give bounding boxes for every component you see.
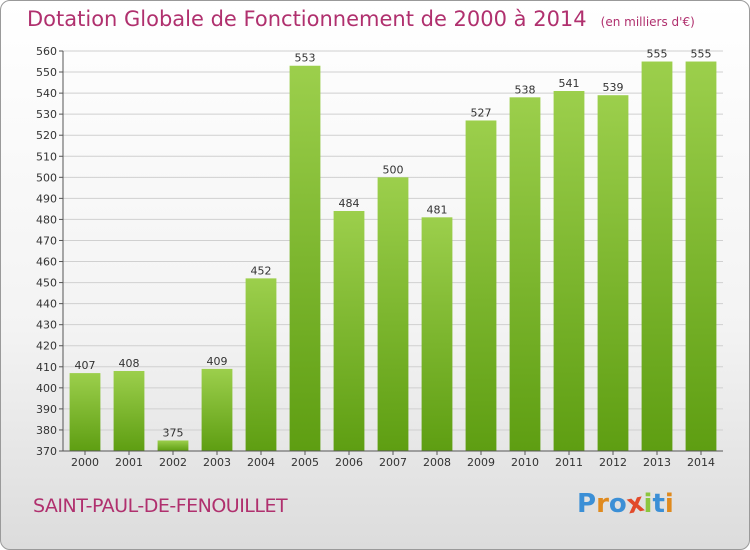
x-tick-label: 2009 <box>467 456 495 469</box>
data-label: 527 <box>471 106 492 119</box>
chart-subtitle: (en milliers d'€) <box>600 15 695 29</box>
logo-letter: r <box>596 489 609 519</box>
x-tick-label: 2006 <box>335 456 363 469</box>
x-tick-label: 2007 <box>379 456 407 469</box>
data-label: 407 <box>75 359 96 372</box>
x-tick-label: 2012 <box>599 456 627 469</box>
chart-title: Dotation Globale de Fonctionnement de 20… <box>27 7 695 31</box>
x-tick-label: 2010 <box>511 456 539 469</box>
y-tick-label: 410 <box>36 361 57 374</box>
x-tick-label: 2011 <box>555 456 583 469</box>
data-label: 500 <box>383 163 404 176</box>
y-tick-label: 430 <box>36 319 57 332</box>
y-tick-label: 420 <box>36 340 57 353</box>
data-label: 409 <box>207 355 228 368</box>
x-tick-label: 2014 <box>687 456 715 469</box>
data-label: 375 <box>163 426 184 439</box>
bar-2011 <box>553 91 585 451</box>
x-tick-label: 2013 <box>643 456 671 469</box>
y-tick-label: 490 <box>36 192 57 205</box>
bar-2014 <box>685 61 717 452</box>
bar-2000 <box>69 373 101 451</box>
y-tick-label: 470 <box>36 234 57 247</box>
y-tick-label: 390 <box>36 403 57 416</box>
x-tick-label: 2000 <box>71 456 99 469</box>
x-tick-label: 2002 <box>159 456 187 469</box>
y-tick-label: 520 <box>36 129 57 142</box>
data-label: 452 <box>251 264 272 277</box>
x-tick-label: 2001 <box>115 456 143 469</box>
y-axis-ticks: 370 380 390 400 410 420 430 440 450 460 470 480 490 5… <box>36 45 63 458</box>
axes <box>62 51 723 452</box>
y-tick-label: 460 <box>36 256 57 269</box>
logo-letter: i <box>664 489 674 519</box>
x-tick-label: 2004 <box>247 456 275 469</box>
y-tick-label: 380 <box>36 424 57 437</box>
bar-2013 <box>641 61 673 452</box>
logo-letter: P <box>577 489 597 519</box>
commune-name: SAINT-PAUL-DE-FENOUILLET <box>33 495 288 517</box>
data-label: 555 <box>691 48 712 61</box>
data-label: 484 <box>339 197 360 210</box>
data-label: 538 <box>515 83 536 96</box>
data-label: 408 <box>119 357 140 370</box>
y-tick-label: 480 <box>36 213 57 226</box>
bar-2008 <box>421 217 453 451</box>
bar-2009 <box>465 120 497 451</box>
data-label: 555 <box>647 48 668 61</box>
bar-2007 <box>377 177 409 451</box>
data-labels: 407 408 375 409 452 553 484 500 481 527 538 541 539 5… <box>75 48 712 440</box>
y-tick-label: 510 <box>36 150 57 163</box>
y-tick-label: 500 <box>36 171 57 184</box>
bar-2003 <box>201 368 233 451</box>
x-tick-label: 2005 <box>291 456 319 469</box>
proxiti-logo[interactable]: Proxiti <box>577 488 674 521</box>
bar-2006 <box>333 211 365 451</box>
data-label: 541 <box>559 77 580 90</box>
logo-letter: i <box>643 489 653 519</box>
y-tick-label: 550 <box>36 66 57 79</box>
y-tick-label: 400 <box>36 382 57 395</box>
data-label: 539 <box>603 81 624 94</box>
chart-title-text: Dotation Globale de Fonctionnement de 20… <box>27 7 587 31</box>
bar-2001 <box>113 371 145 451</box>
bar-2010 <box>509 97 541 451</box>
logo-letter: t <box>652 489 665 519</box>
bar-2004 <box>245 278 277 451</box>
bars <box>69 61 717 452</box>
bar-2005 <box>289 65 321 451</box>
data-label: 481 <box>427 203 448 216</box>
y-tick-label: 440 <box>36 298 57 311</box>
bar-2012 <box>597 95 629 452</box>
y-tick-label: 540 <box>36 87 57 100</box>
y-tick-label: 530 <box>36 108 57 121</box>
x-tick-label: 2003 <box>203 456 231 469</box>
data-label: 553 <box>295 52 316 65</box>
bar-2002 <box>157 440 189 451</box>
x-tick-label: 2008 <box>423 456 451 469</box>
y-tick-label: 370 <box>36 445 57 458</box>
y-tick-label: 560 <box>36 45 57 58</box>
logo-letter: o <box>608 489 627 519</box>
y-tick-label: 450 <box>36 277 57 290</box>
x-axis-ticks: 2000 2001 2002 2003 2004 2005 2006 2007 2008 2009… <box>71 451 715 469</box>
